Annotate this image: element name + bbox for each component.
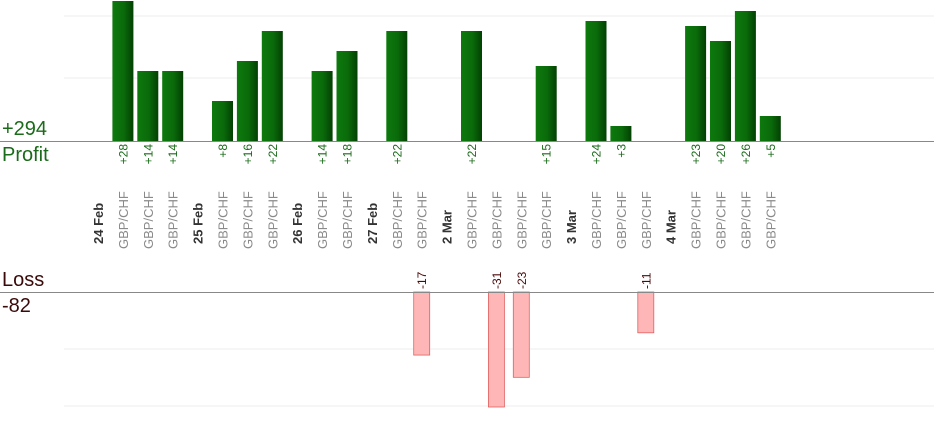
- baselines: [0, 141, 934, 293]
- instrument-label: GBP/CHF: [738, 191, 753, 249]
- loss-bar: [487, 291, 505, 408]
- profit-value-label: +8: [216, 144, 230, 158]
- profit-value-label: +22: [266, 144, 280, 165]
- loss-bar: [637, 291, 655, 334]
- profit-bar: [386, 31, 408, 141]
- profit-value-label: +23: [689, 144, 703, 165]
- instrument-label: GBP/CHF: [763, 191, 778, 249]
- profit-bar: [212, 101, 233, 141]
- profit-bar: [685, 26, 707, 141]
- loss-label: Loss: [2, 269, 45, 291]
- profit-bar: [162, 71, 184, 141]
- labels: 24 Feb GBP/CHF +28 GBP/CHF +14 GBP/CHF +14 25 F…: [91, 144, 778, 289]
- instrument-label: GBP/CHF: [489, 191, 504, 249]
- loss-value-label: -31: [490, 271, 504, 289]
- instrument-label: GBP/CHF: [514, 191, 529, 249]
- profit-value-label: +16: [241, 144, 255, 165]
- instrument-label: GBP/CHF: [240, 191, 255, 249]
- profit-bar: [610, 126, 632, 141]
- profit-bar: [137, 71, 159, 141]
- profit-bar: [112, 1, 134, 141]
- date-label: 2 Mar: [440, 210, 455, 244]
- profit-bar: [461, 31, 482, 141]
- profit-value-label: +3: [614, 144, 628, 158]
- loss-bar: [413, 291, 431, 356]
- profit-bar: [535, 66, 557, 141]
- instrument-label: GBP/CHF: [166, 191, 181, 249]
- instrument-label: GBP/CHF: [390, 191, 405, 249]
- instrument-label: GBP/CHF: [539, 191, 554, 249]
- profit-bar: [336, 51, 358, 141]
- instrument-label: GBP/CHF: [639, 191, 654, 249]
- profit-value-label: +24: [590, 144, 604, 165]
- instrument-label: GBP/CHF: [265, 191, 280, 249]
- instrument-label: GBP/CHF: [714, 191, 729, 249]
- profit-label: Profit: [2, 144, 49, 166]
- profit-value-label: +18: [341, 144, 355, 165]
- date-label: 25 Feb: [191, 203, 206, 244]
- instrument-label: GBP/CHF: [340, 191, 355, 249]
- instrument-label: GBP/CHF: [589, 191, 604, 249]
- profit-value-label: +14: [166, 144, 180, 165]
- instrument-label: GBP/CHF: [315, 191, 330, 249]
- profit-bar: [759, 116, 781, 141]
- profit-bar: [585, 21, 607, 141]
- date-label: 27 Feb: [365, 203, 380, 244]
- date-label: 4 Mar: [664, 210, 679, 244]
- loss-total-value: -82: [2, 295, 31, 317]
- profit-bar: [261, 31, 283, 141]
- profit-value-label: +5: [764, 144, 778, 158]
- date-label: 24 Feb: [91, 203, 106, 244]
- instrument-label: GBP/CHF: [614, 191, 629, 249]
- instrument-label: GBP/CHF: [689, 191, 704, 249]
- profit-bar: [734, 11, 756, 141]
- profit-bar: [236, 61, 258, 141]
- loss-value-label: -17: [415, 271, 429, 289]
- instrument-label: GBP/CHF: [141, 191, 156, 249]
- date-label: 26 Feb: [290, 203, 305, 244]
- loss-bar: [512, 291, 530, 378]
- profit-value-label: +22: [465, 144, 479, 165]
- profit-bar: [311, 71, 333, 141]
- loss-value-label: -11: [639, 272, 653, 289]
- instrument-label: GBP/CHF: [116, 191, 131, 249]
- profit-value-label: +14: [141, 144, 155, 165]
- instrument-label: GBP/CHF: [216, 191, 231, 249]
- instrument-label: GBP/CHF: [415, 191, 430, 249]
- profit-total-value: +294: [2, 118, 48, 140]
- profit-value-label: +14: [316, 144, 330, 165]
- bars: [112, 1, 781, 408]
- instrument-label: GBP/CHF: [465, 191, 480, 249]
- profit-value-label: +20: [714, 144, 728, 165]
- date-label: 3 Mar: [564, 210, 579, 244]
- loss-value-label: -23: [515, 271, 529, 289]
- profit-value-label: +15: [540, 144, 554, 165]
- profit-bar: [710, 41, 731, 141]
- profit-value-label: +26: [739, 144, 753, 165]
- profit-value-label: +22: [390, 144, 404, 165]
- profit-value-label: +28: [116, 144, 130, 165]
